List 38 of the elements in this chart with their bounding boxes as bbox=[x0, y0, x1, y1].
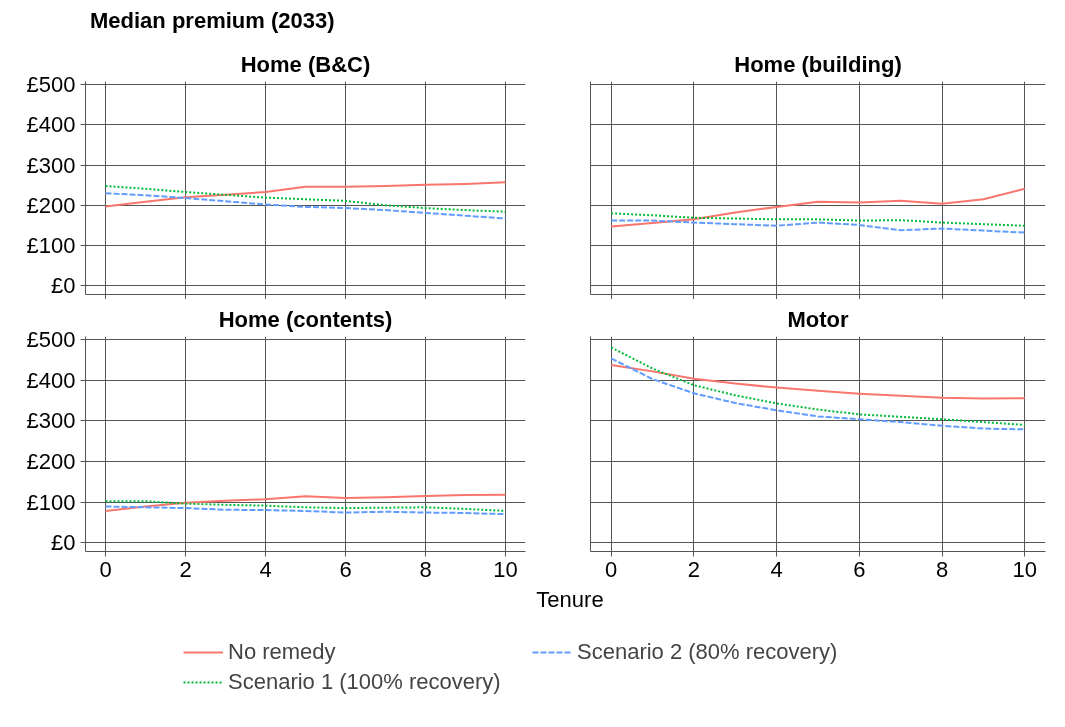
chart-title: Home (contents) bbox=[218, 306, 393, 332]
y-tick-label: £0 bbox=[51, 273, 76, 299]
legend-label: Scenario 2 (80% recovery) bbox=[577, 638, 839, 665]
chart-title: Home (B&C) bbox=[240, 51, 371, 77]
legend-label: No remedy bbox=[228, 638, 337, 665]
x-tick-label: 0 bbox=[605, 556, 618, 582]
x-tick-label: 10 bbox=[493, 556, 518, 582]
y-tick-label: £200 bbox=[26, 448, 76, 474]
x-tick-label: 2 bbox=[687, 556, 701, 582]
y-tick-label: £200 bbox=[26, 192, 76, 218]
x-tick-label: 4 bbox=[259, 556, 272, 582]
y-tick-label: £500 bbox=[26, 327, 76, 353]
x-tick-label: 6 bbox=[853, 556, 866, 582]
x-tick-label: 4 bbox=[770, 556, 783, 582]
line-series bbox=[104, 500, 507, 512]
legend-label: Scenario 1 (100% recovery) bbox=[228, 668, 502, 695]
x-tick-label: 6 bbox=[339, 556, 352, 582]
x-tick-label: 8 bbox=[419, 556, 432, 582]
y-tick-label: £500 bbox=[26, 72, 76, 98]
y-tick-label: £0 bbox=[51, 530, 76, 556]
chart-title: Motor bbox=[787, 306, 849, 332]
x-tick-label: 8 bbox=[935, 556, 949, 582]
y-tick-label: £100 bbox=[26, 489, 76, 515]
x-tick-label: 10 bbox=[1012, 556, 1038, 582]
x-tick-label: 0 bbox=[99, 556, 112, 582]
y-tick-label: £400 bbox=[26, 112, 76, 138]
y-tick-label: £300 bbox=[26, 152, 76, 178]
x-axis-title: Tenure bbox=[536, 586, 604, 614]
y-tick-label: £100 bbox=[26, 232, 76, 258]
y-tick-label: £400 bbox=[26, 367, 76, 393]
chart-title: Home (building) bbox=[734, 51, 902, 77]
line-series bbox=[104, 505, 507, 516]
line-series bbox=[104, 493, 507, 512]
y-tick-label: £300 bbox=[26, 408, 76, 434]
line-series bbox=[104, 184, 507, 213]
line-series bbox=[104, 181, 507, 208]
x-tick-label: 2 bbox=[179, 556, 192, 582]
text: Median premium (2033) bbox=[90, 7, 335, 35]
